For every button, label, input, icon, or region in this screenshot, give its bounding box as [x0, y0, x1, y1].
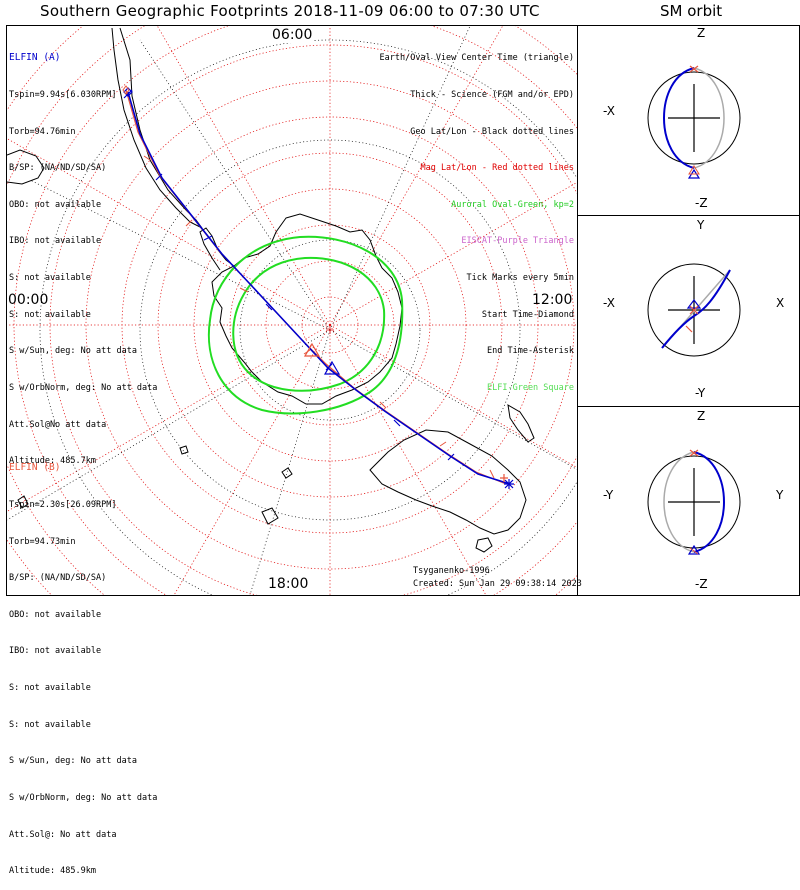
elfin-a-s2: S: not available [9, 309, 91, 320]
elfin-b-sun-angle: S w/Sun, deg: No att data [9, 756, 137, 767]
elfin-b-orbit-period: Torb=94.73min [9, 536, 76, 547]
elfin-a-start-diamond [123, 87, 133, 97]
legend-end-time: End Time-Asterisk [487, 346, 574, 357]
elfin-a-orbit-track [127, 91, 511, 485]
elfin-b-bsp: B/SP: (NA/ND/SD/SA) [9, 573, 107, 584]
mag-lat-circle [157, 152, 503, 498]
model-credit: Tsyganenko-1996 [413, 566, 490, 576]
elfin-b-altitude: Altitude: 485.9km [9, 866, 96, 877]
legend-geo-grid: Geo Lat/Lon - Black dotted lines [410, 126, 574, 137]
australia-coastline [369, 429, 527, 535]
legend-start-time: Start Time-Diamond [481, 309, 574, 320]
mag-lon-meridian [7, 324, 331, 512]
africa-coastline [7, 149, 45, 185]
mag-lon-meridian [329, 26, 504, 326]
elfin-a-sun-angle: S w/Sun, deg: No att data [9, 346, 137, 357]
mag-lat-circle [85, 80, 575, 570]
sm2-left-label: -X [603, 296, 615, 310]
mag-lat-circle [265, 260, 395, 390]
sm-panel-xy [647, 263, 741, 357]
elfin-b-orbnorm-angle: S w/OrbNorm, deg: No att data [9, 792, 158, 803]
auroral-oval-outer [207, 235, 404, 415]
sm3-top-label: Z [697, 409, 706, 423]
sm1-left-label: -X [603, 104, 615, 118]
south-america-coastline [111, 27, 203, 229]
sm-panel-yz [647, 449, 741, 555]
elfin-b-obo: OBO: not available [9, 609, 102, 620]
tasmania-coastline [475, 537, 493, 553]
mag-lon-meridian [329, 324, 487, 595]
sm1-top-label: Z [697, 26, 706, 40]
elfin-a-orbnorm-angle: S w/OrbNorm, deg: No att data [9, 382, 158, 393]
sm-panel-xz [647, 65, 741, 179]
elfin-b-ibo: IBO: not available [9, 646, 102, 657]
clock-label-right: 12:00 [532, 292, 573, 308]
clock-label-top: 06:00 [270, 27, 315, 43]
sm1-bottom-label: -Z [695, 196, 708, 210]
elfin-a-obo: OBO: not available [9, 199, 102, 210]
elfin-a-spin: Tspin=9.94s[6.030RPM] [9, 90, 117, 101]
antarctica-coastline [211, 213, 403, 405]
elfin-a-ibo: IBO: not available [9, 236, 102, 247]
geo-lat-lon-grid [7, 26, 577, 595]
pole-marker [326, 326, 334, 334]
sm-orbit-panels [647, 65, 741, 555]
sm3-right-label: Y [776, 488, 784, 502]
legend-elfi: ELFI-Green Square [487, 382, 574, 393]
elfin-b-start-diamond [122, 85, 130, 95]
mag-lon-meridian [7, 138, 331, 326]
auroral-oval-inner [232, 256, 386, 392]
elfin-b-att-sol: Att.Sol@: No att data [9, 829, 117, 840]
created-timestamp: Created: Sun Jan 29 09:38:14 2023 [413, 579, 582, 589]
sm2-bottom-label: -Y [695, 386, 706, 400]
elfin-b-info: ELFIN (B) Tspin=2.30s[26.09RPM] Torb=94.… [9, 438, 157, 890]
island-coastline [17, 445, 293, 525]
legend-eiscat: EISCAT-Purple Triangle [461, 236, 574, 247]
elfin-b-view-center-triangle [303, 342, 321, 357]
elfin-a-info: ELFIN (A) Tspin=9.94s[6.030RPM] Torb=94.… [9, 28, 157, 480]
mag-lon-meridian [329, 181, 577, 326]
sm-orbit-title: SM orbit [660, 2, 723, 20]
elfin-a-att-sol: Att.Sol@No att data [9, 419, 107, 430]
sm3-left-label: -Y [603, 488, 614, 502]
legend-mag-grid: Mag Lat/Lon - Red dotted lines [420, 163, 574, 174]
elfin-a-bsp: B/SP: (NA/ND/SD/SA) [9, 163, 107, 174]
sm2-top-label: Y [697, 218, 705, 232]
sm-divider [577, 406, 800, 407]
mag-lat-circle [229, 224, 431, 426]
clock-label-left: 00:00 [8, 292, 49, 308]
map-legend: Earth/Oval View Center Time (triangle) T… [380, 28, 574, 406]
elfin-b-spin: Tspin=2.30s[26.09RPM] [9, 500, 117, 511]
legend-auroral-oval: Auroral Oval-Green, kp=2 [451, 199, 574, 210]
new-zealand-coastline [507, 404, 535, 443]
elfin-b-s2: S: not available [9, 719, 91, 730]
elfin-b-s1: S: not available [9, 683, 91, 694]
elfin-b-end-asterisk [500, 474, 508, 482]
elfin-a-header: ELFIN (A) [9, 52, 61, 64]
map-graphics [7, 26, 741, 595]
elfin-a-view-center-triangle [323, 360, 341, 375]
elfin-a-s1: S: not available [9, 273, 91, 284]
elfin-b-header: ELFIN (B) [9, 462, 61, 474]
elfin-a-orbit-period: Torb=94.76min [9, 126, 76, 137]
sm-divider [577, 215, 800, 216]
legend-view-center: Earth/Oval View Center Time (triangle) [379, 53, 574, 64]
legend-science: Thick - Science (FGM and/or EPD) [410, 90, 574, 101]
antarctic-peninsula [199, 227, 235, 271]
sm3-bottom-label: -Z [695, 577, 708, 591]
legend-tick-marks: Tick Marks every 5min [466, 273, 574, 284]
elfin-a-altitude: Altitude: 485.7km [9, 456, 96, 467]
sm2-right-label: X [776, 296, 785, 310]
plot-title: Southern Geographic Footprints 2018-11-0… [40, 2, 540, 20]
clock-label-bottom: 18:00 [268, 576, 309, 592]
elfin-a-end-asterisk [504, 479, 514, 489]
